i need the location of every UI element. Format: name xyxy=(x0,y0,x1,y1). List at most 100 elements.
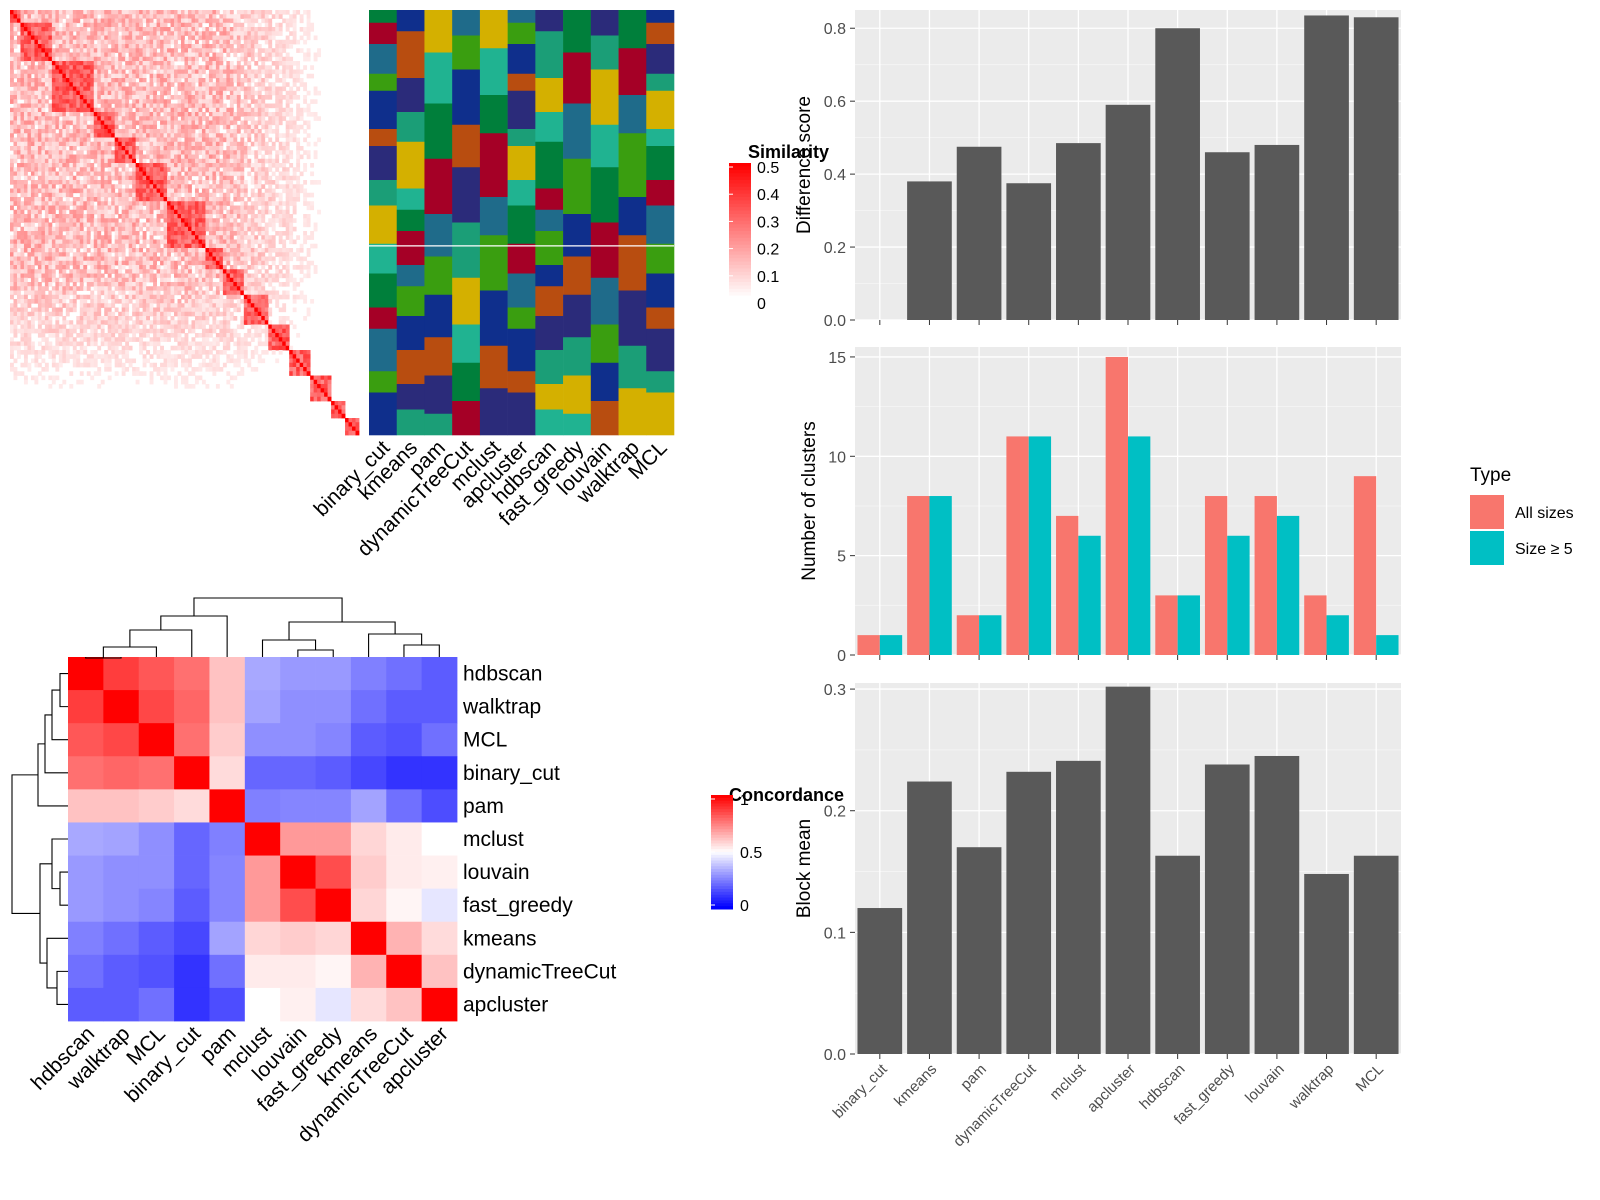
similarity-cell xyxy=(65,95,70,100)
similarity-cell xyxy=(233,116,238,121)
similarity-cell xyxy=(181,235,185,240)
similarity-cell xyxy=(306,90,311,96)
similarity-cell xyxy=(268,192,273,198)
similarity-cell xyxy=(289,137,294,143)
similarity-cell xyxy=(30,90,35,96)
similarity-cell xyxy=(198,137,203,143)
similarity-cell xyxy=(132,116,137,121)
similarity-cell xyxy=(174,56,178,62)
similarity-cell xyxy=(65,99,70,104)
similarity-cell xyxy=(219,99,224,104)
similarity-cell xyxy=(289,69,294,75)
similarity-cell xyxy=(107,137,112,143)
similarity-cell xyxy=(83,52,88,58)
similarity-cell xyxy=(107,163,112,168)
similarity-cell xyxy=(187,269,192,274)
similarity-cell xyxy=(55,248,60,253)
similarity-cell xyxy=(90,197,95,202)
similarity-cell xyxy=(257,22,262,28)
similarity-cell xyxy=(34,141,39,147)
similarity-cell xyxy=(34,197,39,202)
similarity-cell xyxy=(139,226,144,232)
similarity-cell xyxy=(243,44,248,49)
similarity-cell xyxy=(201,218,206,223)
similarity-cell xyxy=(44,103,49,109)
similarity-cell xyxy=(44,73,49,79)
similarity-cell xyxy=(219,231,224,236)
similarity-cell xyxy=(79,239,84,245)
similarity-cell xyxy=(79,14,84,19)
similarity-cell xyxy=(226,14,231,19)
similarity-cell xyxy=(83,120,88,126)
similarity-cell xyxy=(160,214,164,219)
similarity-cell xyxy=(27,65,32,70)
similarity-cell xyxy=(153,243,157,249)
similarity-cell xyxy=(174,222,178,228)
similarity-cell xyxy=(146,252,150,257)
similarity-cell xyxy=(93,69,98,75)
similarity-cell xyxy=(114,129,119,134)
similarity-cell xyxy=(219,163,224,168)
similarity-cell xyxy=(167,180,171,185)
similarity-cell xyxy=(125,31,130,36)
similarity-cell xyxy=(16,154,21,160)
similarity-cell xyxy=(219,69,224,75)
similarity-cell xyxy=(292,116,297,121)
similarity-cell xyxy=(174,86,178,92)
similarity-cell xyxy=(163,99,168,104)
similarity-cell xyxy=(83,86,88,92)
similarity-cell xyxy=(41,192,46,198)
similarity-cell xyxy=(233,112,238,117)
similarity-cell xyxy=(233,52,238,58)
similarity-cell xyxy=(51,209,56,215)
similarity-cell xyxy=(34,69,39,75)
similarity-cell xyxy=(86,129,91,134)
similarity-cell xyxy=(37,107,42,113)
similarity-cell xyxy=(163,158,168,164)
similarity-cell xyxy=(257,158,262,164)
similarity-cell xyxy=(76,31,81,36)
similarity-cell xyxy=(16,201,21,206)
similarity-cell xyxy=(79,69,84,75)
similarity-cell xyxy=(86,231,91,236)
similarity-cell xyxy=(296,107,301,113)
similarity-cell xyxy=(299,78,304,83)
similarity-cell xyxy=(149,65,154,70)
similarity-cell xyxy=(121,201,126,206)
similarity-cell xyxy=(303,137,308,143)
similarity-cell xyxy=(181,188,185,194)
similarity-cell xyxy=(303,82,308,87)
similarity-cell xyxy=(201,14,206,19)
similarity-cell xyxy=(34,39,39,45)
similarity-cell xyxy=(275,201,280,206)
similarity-cell xyxy=(303,99,308,104)
similarity-cell xyxy=(118,141,123,147)
similarity-cell xyxy=(170,95,175,100)
similarity-cell xyxy=(135,273,140,279)
similarity-cell xyxy=(264,222,269,228)
similarity-cell xyxy=(79,171,84,177)
similarity-cell xyxy=(243,226,248,232)
similarity-cell xyxy=(187,184,192,189)
similarity-cell xyxy=(107,31,112,36)
similarity-cell xyxy=(191,222,196,228)
similarity-cell xyxy=(41,158,46,164)
similarity-cell xyxy=(177,27,182,32)
similarity-cell xyxy=(153,48,157,53)
similarity-cell xyxy=(30,61,35,66)
similarity-cell xyxy=(51,184,56,189)
similarity-cell xyxy=(48,146,53,151)
similarity-cell xyxy=(296,86,301,92)
similarity-cell xyxy=(198,222,203,228)
similarity-cell xyxy=(229,256,234,262)
similarity-cell xyxy=(13,27,18,32)
similarity-cell xyxy=(114,192,119,198)
similarity-cell xyxy=(72,163,77,168)
similarity-cell xyxy=(79,31,84,36)
similarity-cell xyxy=(167,175,171,181)
similarity-cell xyxy=(142,222,147,228)
similarity-cell xyxy=(250,209,255,215)
similarity-cell xyxy=(69,78,74,83)
similarity-cell xyxy=(167,209,171,215)
similarity-cell xyxy=(44,175,49,181)
